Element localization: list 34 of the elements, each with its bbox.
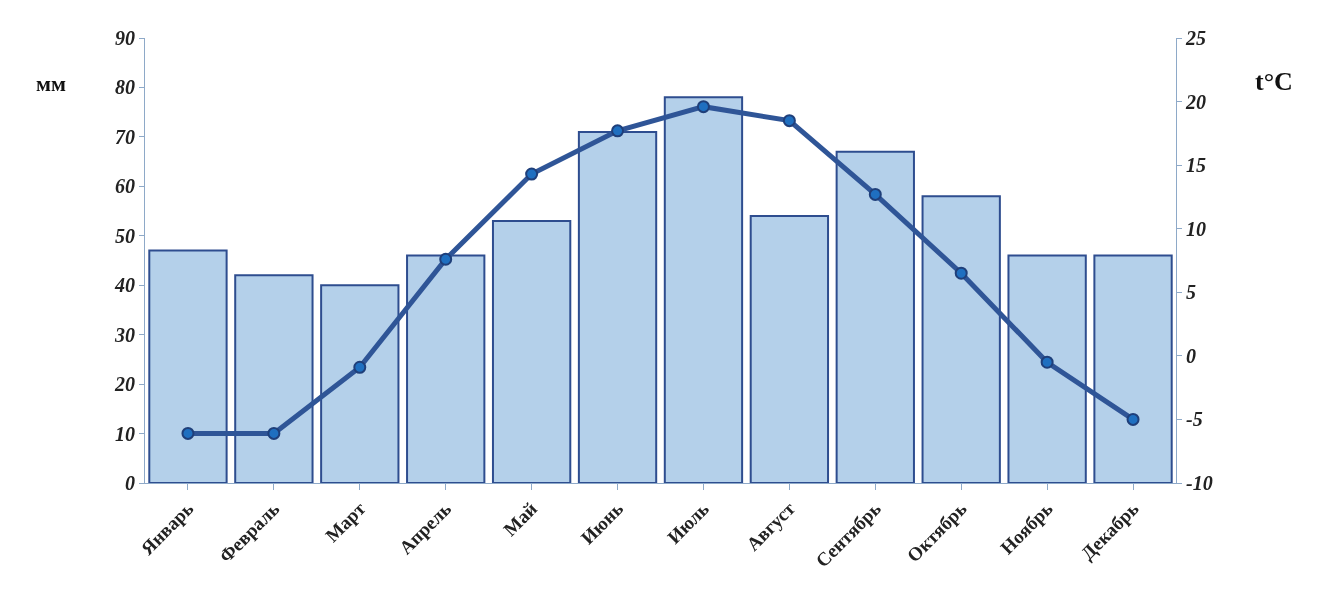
y2-tick-label: 5 (1186, 281, 1196, 304)
point (868, 187, 882, 201)
point (181, 426, 195, 440)
y2-tick-label: 10 (1186, 217, 1206, 240)
y2-tick-label: 15 (1186, 154, 1206, 177)
bar (491, 219, 572, 483)
y-tick-label: 60 (115, 175, 135, 198)
point (1126, 412, 1140, 426)
point (696, 100, 710, 114)
y-tick-label: 70 (115, 125, 135, 148)
y-tick-label: 40 (114, 274, 135, 297)
y2-tick-label: -5 (1186, 408, 1203, 431)
y-tick-label: 10 (115, 422, 135, 445)
y-tick-label: 80 (115, 76, 135, 99)
point (525, 167, 539, 181)
point (353, 360, 367, 374)
y2-tick-label: 20 (1185, 90, 1206, 113)
y2-axis-title: t°C (1255, 67, 1293, 96)
y-tick-label: 50 (115, 224, 135, 247)
y-axis-title: мм (36, 71, 66, 96)
y2-tick-label: 25 (1185, 27, 1206, 49)
y-tick-label: 30 (114, 323, 135, 346)
point (1040, 355, 1054, 369)
bar (749, 215, 830, 483)
y-tick-label: 90 (115, 27, 135, 49)
y-tick-label: 0 (125, 472, 135, 494)
point (611, 124, 625, 138)
y-tick-label: 20 (114, 373, 135, 396)
point (782, 114, 796, 128)
y2-tick-label: 0 (1186, 344, 1196, 367)
y2-tick-label: -10 (1186, 472, 1213, 494)
point (267, 426, 281, 440)
point (439, 252, 453, 266)
point (954, 266, 968, 280)
